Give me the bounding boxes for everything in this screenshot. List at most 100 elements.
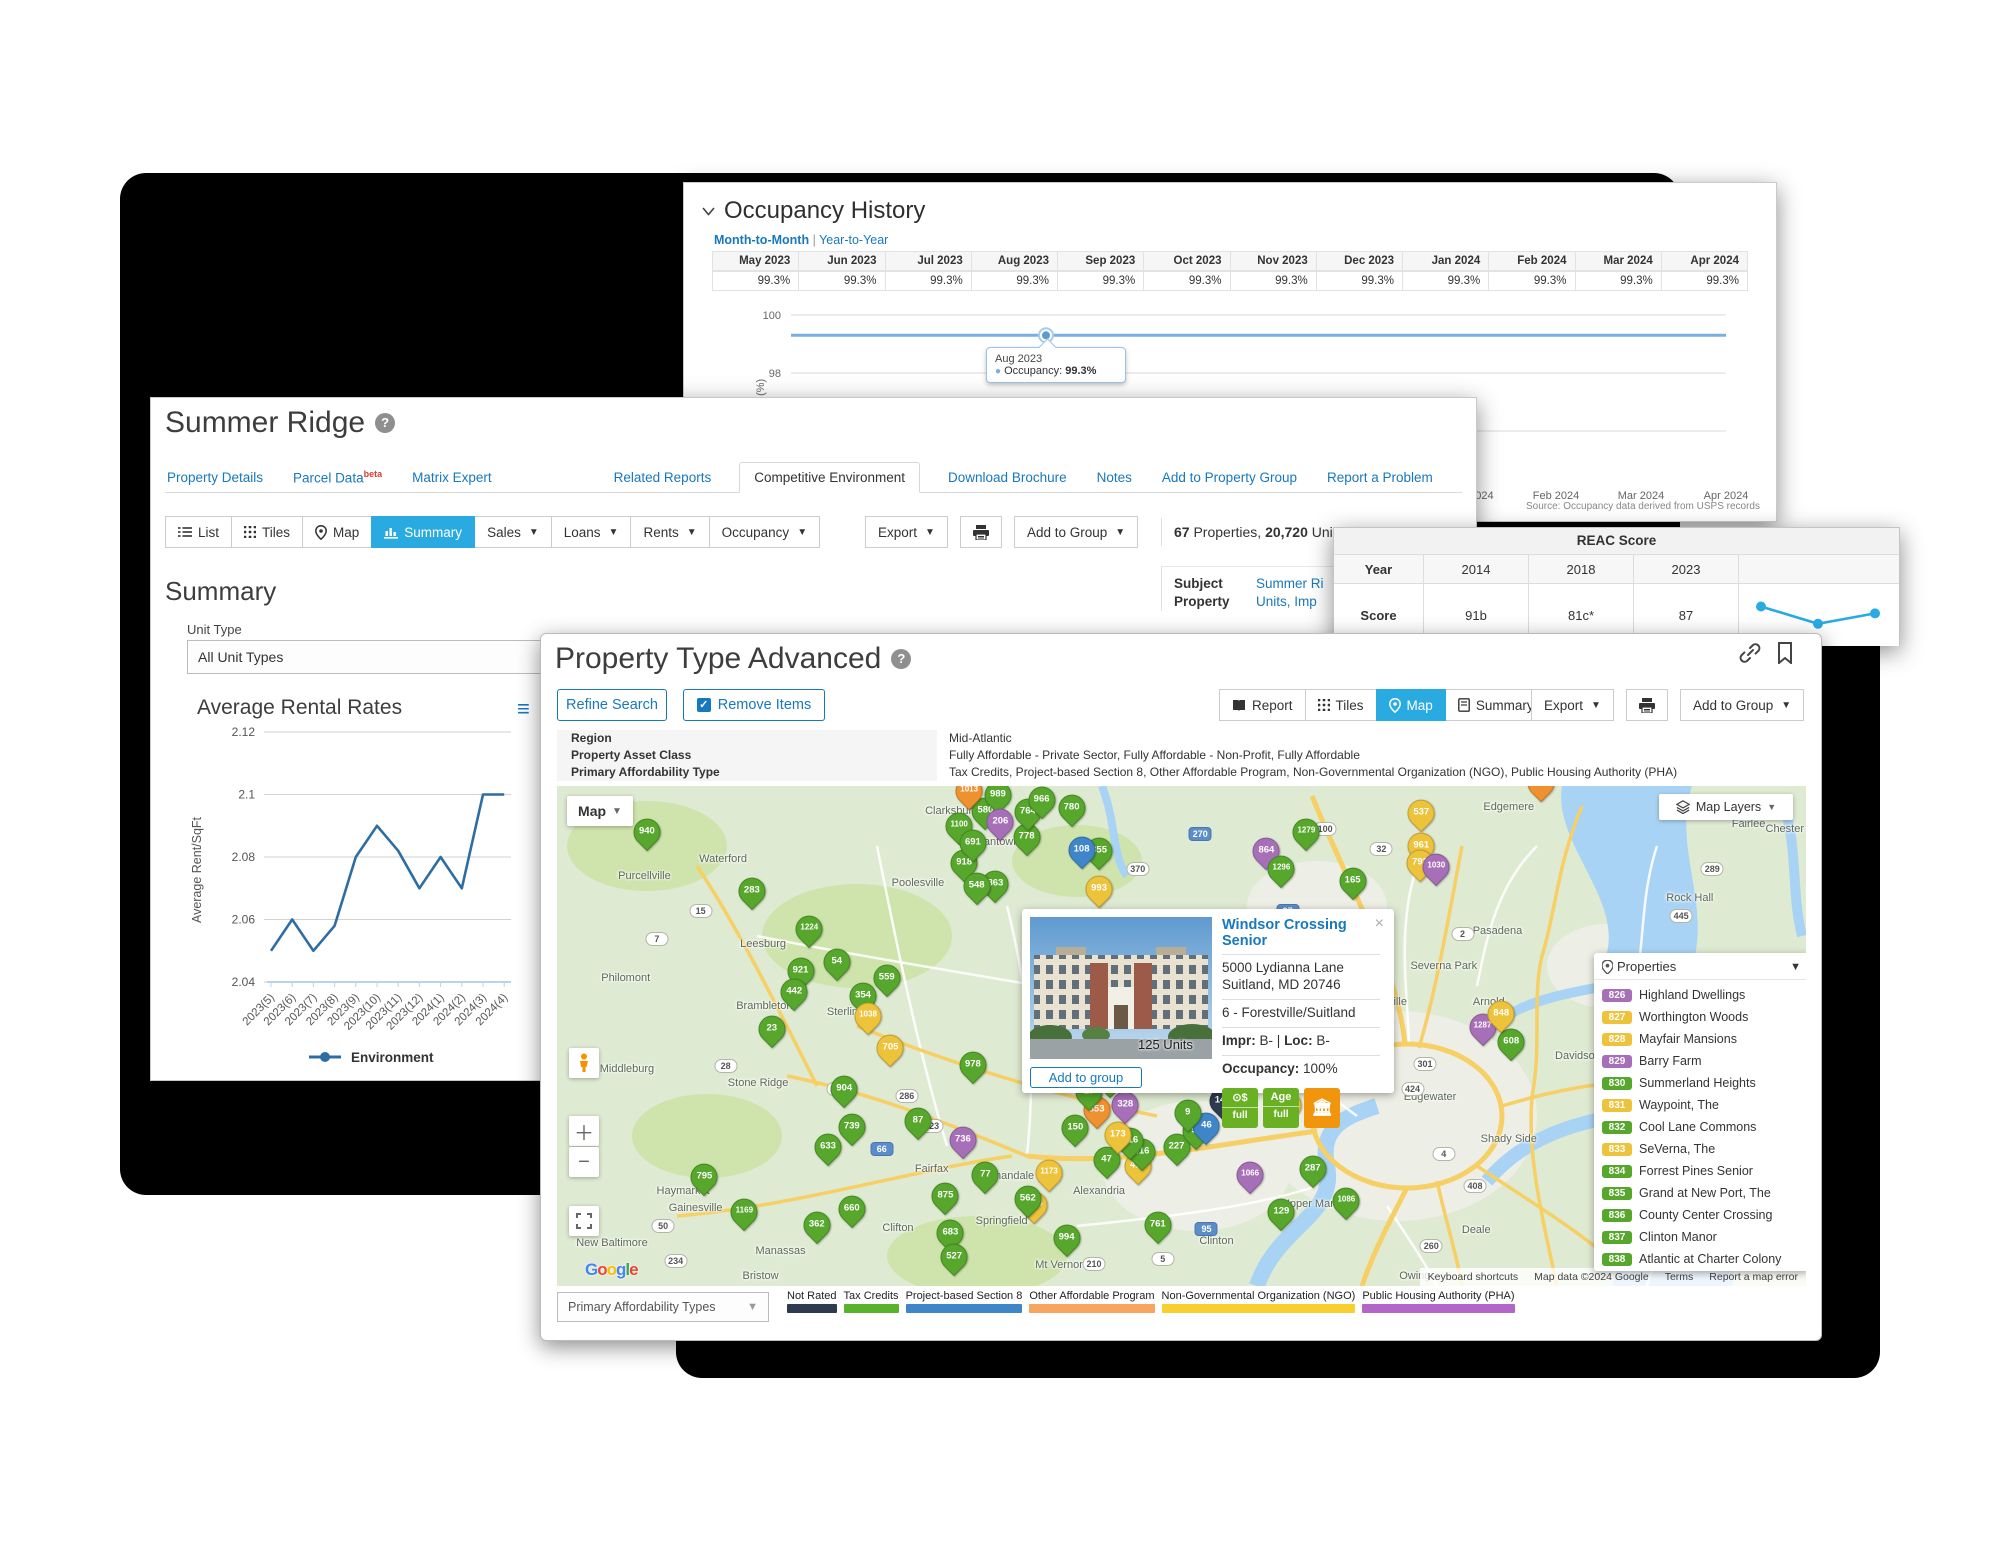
view-list-button[interactable]: List [165,516,233,548]
tab-matrix-expert[interactable]: Matrix Expert [412,470,492,485]
view-summary-button[interactable]: Summary [371,516,476,548]
map-marker[interactable]: 9 [1168,1093,1207,1132]
map-marker[interactable]: 863 [976,864,1015,903]
map-marker[interactable]: 961 [1402,826,1441,865]
help-icon[interactable]: ? [891,649,912,669]
list-item[interactable]: 826 Highland Dwellings [1602,984,1801,1006]
list-item[interactable]: 833 SeVerna, The [1602,1138,1801,1160]
map-marker[interactable]: 1173 [1030,1153,1069,1192]
pegman-control[interactable] [569,1048,599,1078]
remove-items-button[interactable]: ✓ Remove Items [683,689,825,721]
map-marker[interactable]: 1066 [1231,1156,1270,1195]
map-marker[interactable]: 761 [1138,1205,1177,1244]
map-marker[interactable]: 940 [627,812,667,851]
view-map-button[interactable]: Map [302,516,373,548]
action-export-button[interactable]: Export ▼ [865,516,948,548]
view-rents-button[interactable]: Rents ▼ [630,516,710,548]
zoom-in-button[interactable]: ＋ [569,1116,599,1146]
view-loans-button[interactable]: Loans ▼ [550,516,632,548]
unit-type-select[interactable]: All Unit Types ▼ [187,640,565,674]
zoom-out-button[interactable]: − [569,1147,599,1177]
map-marker[interactable]: 328 [1106,1085,1145,1124]
view-occupancy-button[interactable]: Occupancy ▼ [708,516,821,548]
map-marker[interactable]: 921 [781,951,820,990]
map-marker[interactable]: 764 [1008,793,1047,832]
tab-competitive-environment[interactable]: Competitive Environment [739,462,921,493]
map-marker[interactable]: 537 [1402,794,1441,833]
map-marker[interactable]: 1224 [790,910,829,949]
list-item[interactable]: 830 Summerland Heights [1602,1072,1801,1094]
map-marker[interactable]: 580 [966,791,1005,830]
map-marker[interactable]: 283 [732,872,771,911]
map-marker[interactable]: 853 [1077,1091,1116,1130]
map-marker[interactable]: 165 [1333,862,1372,901]
list-item[interactable]: 834 Forrest Pines Senior [1602,1160,1801,1182]
map-marker[interactable]: 780 [1052,789,1091,828]
map-marker[interactable]: 287 [1293,1149,1332,1188]
tab-parcel-data[interactable]: Parcel Databeta [293,468,383,486]
map-marker[interactable]: 1279 [1287,812,1326,851]
map-marker[interactable]: 660 [832,1190,871,1229]
checkbox-checked-icon[interactable]: ✓ [696,698,711,712]
map-marker[interactable]: 1038 [848,997,888,1036]
map-marker[interactable]: 362 [797,1205,836,1244]
map-marker[interactable]: 87 [898,1101,938,1140]
map-marker[interactable]: 739 [832,1108,871,1147]
map-marker[interactable]: 130 [1522,786,1561,803]
map-marker[interactable]: 129 [1262,1192,1301,1231]
map-marker[interactable]: 683 [931,1213,970,1252]
map-marker[interactable]: 54 [817,942,856,981]
refine-search-button[interactable]: Refine Search [557,689,667,721]
map-layers-control[interactable]: Map Layers ▼ [1659,794,1793,820]
properties-panel-header[interactable]: Properties ▼ [1594,959,1806,980]
pta-view-tiles-button[interactable]: Tiles [1304,689,1377,721]
map-marker[interactable]: 227 [1157,1127,1196,1166]
map-marker[interactable]: 864 [1247,832,1286,871]
map-marker[interactable]: 875 [926,1177,965,1216]
list-item[interactable]: 839Lex - Woods [1602,1270,1801,1271]
map-type-control[interactable]: Map ▼ [567,796,633,826]
chevron-down-icon[interactable]: ▼ [1790,960,1801,973]
tab-notes[interactable]: Notes [1096,470,1132,485]
map-marker[interactable]: 1296 [1262,850,1301,889]
map-marker[interactable]: 1100 [940,807,979,846]
map-marker[interactable]: 1030 [1417,848,1456,887]
map-marker[interactable]: 705 [871,1028,910,1067]
map-marker[interactable]: 778 [1007,817,1046,856]
attribution-item[interactable]: Report a map error [1709,1271,1798,1283]
subject-property-value[interactable]: Summer Ri Units, Imp [1256,575,1324,611]
map-marker[interactable]: 848 [1482,994,1521,1033]
close-icon[interactable]: × [1374,915,1384,932]
bookmark-icon[interactable] [1777,642,1793,664]
map-marker[interactable]: 633 [808,1127,848,1166]
map-marker[interactable]: 736 [943,1121,983,1160]
map-marker[interactable]: 1169 [725,1192,764,1231]
map-marker[interactable]: 989 [978,786,1017,815]
tab-add-to-property-group[interactable]: Add to Property Group [1161,470,1297,485]
list-item[interactable]: 835 Grand at New Port, The [1602,1182,1801,1204]
map-marker[interactable]: 548 [957,867,996,906]
map-marker[interactable]: 795 [685,1157,724,1196]
print-button[interactable] [1625,689,1668,721]
map-marker[interactable]: 1086 [1327,1182,1366,1221]
map-marker[interactable]: 108 [1062,830,1101,869]
map-marker[interactable]: 23 [752,1010,791,1049]
list-item[interactable]: 837 Clinton Manor [1602,1226,1801,1248]
pta-view-report-button[interactable]: Report [1219,689,1306,721]
tab-property-details[interactable]: Property Details [167,470,264,485]
list-item[interactable]: 831 Waypoint, The [1602,1094,1801,1116]
help-icon[interactable]: ? [375,413,396,433]
map-marker[interactable]: 1013 [950,786,989,811]
map-marker[interactable]: 994 [1047,1218,1086,1257]
list-item[interactable]: 838 Atlantic at Charter Colony [1602,1248,1801,1270]
view-tiles-button[interactable]: Tiles [231,516,304,548]
list-item[interactable]: 827 Worthington Woods [1602,1006,1801,1028]
map-marker[interactable]: 355 [1079,832,1119,871]
affordability-types-select[interactable]: Primary Affordability Types ▼ [557,1292,769,1322]
action-add-to-group-button[interactable]: Add to Group ▼ [1013,516,1139,548]
map-marker[interactable]: 527 [935,1238,974,1277]
tab-related-reports[interactable]: Related Reports [613,470,712,485]
fullscreen-button[interactable] [569,1206,599,1236]
map-marker[interactable]: 1287 [1463,1007,1502,1046]
map-canvas[interactable]: Clarksburg Germantown Waterford Purcellvill… [557,786,1806,1286]
